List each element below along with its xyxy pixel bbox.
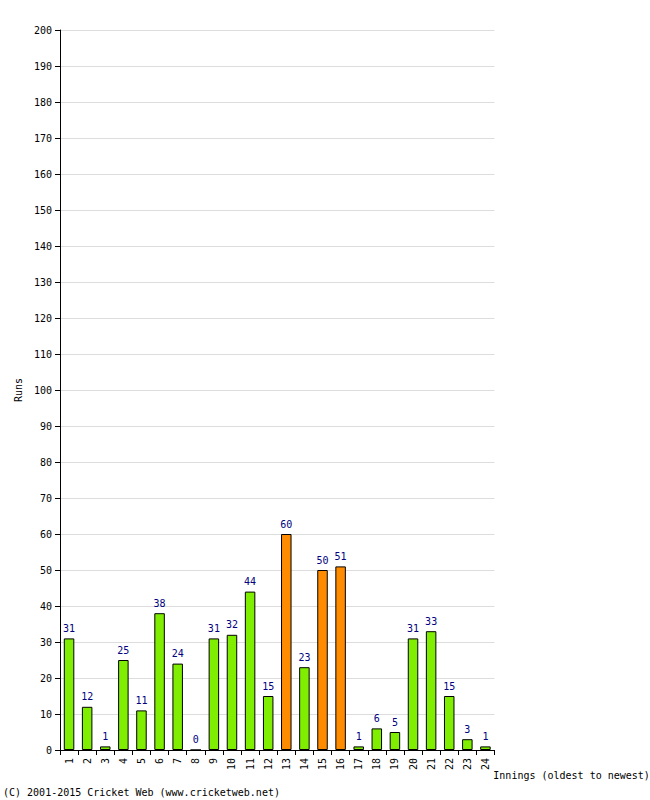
svg-text:12: 12 — [81, 691, 93, 702]
svg-text:2: 2 — [82, 758, 93, 764]
svg-text:24: 24 — [480, 758, 491, 770]
svg-text:140: 140 — [34, 241, 52, 252]
svg-text:30: 30 — [40, 637, 52, 648]
svg-text:16: 16 — [335, 758, 346, 770]
svg-text:190: 190 — [34, 61, 52, 72]
svg-text:18: 18 — [371, 758, 382, 770]
svg-text:23: 23 — [462, 758, 473, 770]
svg-text:11: 11 — [135, 695, 147, 706]
svg-text:17: 17 — [353, 758, 364, 770]
svg-text:Innings (oldest to newest): Innings (oldest to newest) — [493, 770, 650, 781]
svg-text:50: 50 — [316, 555, 328, 566]
svg-text:22: 22 — [444, 758, 455, 770]
svg-text:11: 11 — [245, 758, 256, 770]
svg-text:33: 33 — [425, 616, 437, 627]
svg-text:20: 20 — [408, 758, 419, 770]
svg-text:70: 70 — [40, 493, 52, 504]
svg-text:130: 130 — [34, 277, 52, 288]
svg-text:1: 1 — [64, 758, 75, 764]
svg-text:23: 23 — [298, 652, 310, 663]
svg-text:24: 24 — [172, 648, 184, 659]
svg-text:50: 50 — [40, 565, 52, 576]
svg-text:5: 5 — [136, 758, 147, 764]
svg-text:200: 200 — [34, 25, 52, 36]
svg-text:160: 160 — [34, 169, 52, 180]
svg-text:31: 31 — [407, 623, 419, 634]
svg-text:4: 4 — [118, 758, 129, 764]
svg-text:100: 100 — [34, 385, 52, 396]
svg-text:Runs: Runs — [13, 378, 24, 402]
svg-text:110: 110 — [34, 349, 52, 360]
svg-text:1: 1 — [102, 731, 108, 742]
svg-text:150: 150 — [34, 205, 52, 216]
svg-text:12: 12 — [263, 758, 274, 770]
svg-text:38: 38 — [154, 598, 166, 609]
svg-text:8: 8 — [190, 758, 201, 764]
svg-text:10: 10 — [40, 709, 52, 720]
svg-text:(C) 2001-2015 Cricket Web (www: (C) 2001-2015 Cricket Web (www.cricketwe… — [3, 787, 280, 798]
svg-text:6: 6 — [154, 758, 165, 764]
svg-text:13: 13 — [281, 758, 292, 770]
svg-text:0: 0 — [46, 745, 52, 756]
svg-text:170: 170 — [34, 133, 52, 144]
svg-text:1: 1 — [482, 731, 488, 742]
svg-text:40: 40 — [40, 601, 52, 612]
svg-text:25: 25 — [117, 645, 129, 656]
svg-text:5: 5 — [392, 717, 398, 728]
svg-text:0: 0 — [193, 734, 199, 745]
svg-text:9: 9 — [208, 758, 219, 764]
svg-text:14: 14 — [299, 758, 310, 770]
svg-text:20: 20 — [40, 673, 52, 684]
svg-text:3: 3 — [464, 724, 470, 735]
svg-text:31: 31 — [63, 623, 75, 634]
svg-text:90: 90 — [40, 421, 52, 432]
svg-text:7: 7 — [172, 758, 183, 764]
svg-text:31: 31 — [208, 623, 220, 634]
svg-text:32: 32 — [226, 619, 238, 630]
svg-text:19: 19 — [389, 758, 400, 770]
svg-text:15: 15 — [262, 681, 274, 692]
svg-text:15: 15 — [443, 681, 455, 692]
svg-text:180: 180 — [34, 97, 52, 108]
svg-text:15: 15 — [317, 758, 328, 770]
svg-text:21: 21 — [426, 758, 437, 770]
svg-text:10: 10 — [226, 758, 237, 770]
svg-text:60: 60 — [280, 519, 292, 530]
svg-text:6: 6 — [374, 713, 380, 724]
svg-text:44: 44 — [244, 576, 256, 587]
svg-text:51: 51 — [335, 551, 347, 562]
svg-text:3: 3 — [100, 758, 111, 764]
svg-text:80: 80 — [40, 457, 52, 468]
svg-text:1: 1 — [356, 731, 362, 742]
svg-text:120: 120 — [34, 313, 52, 324]
svg-text:60: 60 — [40, 529, 52, 540]
